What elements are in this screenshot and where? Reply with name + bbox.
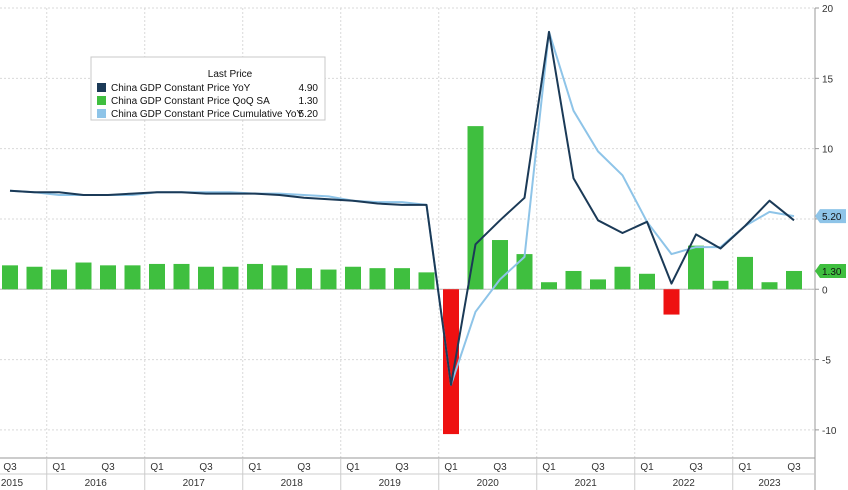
bar	[443, 289, 459, 435]
y-tick-label: 20	[822, 4, 834, 15]
legend-title: Last Price	[208, 69, 253, 80]
bar	[124, 265, 141, 290]
x-quarter-label: Q1	[52, 462, 66, 473]
x-quarter-label: Q1	[738, 462, 752, 473]
last-value-tag: 1.30	[815, 263, 846, 278]
x-quarter-label: Q3	[395, 462, 409, 473]
x-year-label: 2021	[575, 478, 598, 489]
bar	[467, 126, 484, 290]
x-quarter-label: Q1	[248, 462, 262, 473]
legend-entry-value: 4.90	[299, 83, 319, 94]
x-axis: Q3 Q1 Q3 Q1 Q3 Q1 Q3 Q1 Q3 Q1 Q3 Q1 Q3 Q1 Q3 Q1 Q3 2015 20…	[0, 457, 815, 490]
x-year-label: 2019	[379, 478, 402, 489]
x-quarter-label: Q3	[591, 462, 605, 473]
bar	[320, 269, 337, 290]
bar	[492, 240, 508, 290]
x-quarter-label: Q1	[542, 462, 556, 473]
legend-box	[90, 56, 326, 121]
legend: Last Price China GDP Constant Price YoY 4…	[90, 56, 326, 121]
x-quarter-label: Q3	[493, 462, 507, 473]
bar	[296, 268, 312, 290]
x-quarter-label: Q1	[640, 462, 654, 473]
x-quarter-label: Q3	[199, 462, 213, 473]
tag-label: 1.30	[822, 267, 842, 278]
bar	[75, 262, 92, 290]
bar	[222, 266, 239, 290]
y-tick-label: 15	[822, 74, 834, 85]
x-quarter-label: Q3	[689, 462, 703, 473]
bar	[394, 268, 410, 290]
y-tick-label: 10	[822, 145, 834, 156]
bar	[663, 289, 680, 315]
bar	[100, 265, 116, 290]
y-tick-label: -5	[822, 356, 831, 367]
bar	[149, 263, 165, 290]
bar	[565, 270, 582, 290]
bar	[737, 256, 753, 290]
x-quarter-label: Q1	[150, 462, 164, 473]
bar	[271, 265, 288, 290]
x-year-label: 2018	[281, 478, 304, 489]
legend-entry: China GDP Constant Price Cumulative YoY5…	[97, 109, 318, 120]
legend-entry: China GDP Constant Price QoQ SA 1.30	[97, 96, 318, 107]
x-year-label: 2022	[673, 478, 696, 489]
legend-entry-name: China GDP Constant Price YoY	[111, 83, 251, 94]
bar	[786, 270, 802, 290]
bar	[761, 282, 778, 290]
bar	[712, 280, 729, 290]
bar	[688, 245, 704, 290]
legend-entry-value: 1.30	[299, 96, 319, 107]
bar	[541, 282, 557, 290]
x-year-label: 2016	[85, 478, 108, 489]
bar	[614, 266, 631, 290]
legend-entry-name: China GDP Constant Price Cumulative YoY	[111, 109, 303, 120]
tag-label: 5.20	[822, 212, 842, 223]
bar	[418, 272, 435, 290]
legend-swatch	[97, 96, 106, 105]
legend-entry: China GDP Constant Price YoY 4.90	[97, 83, 318, 94]
bar	[369, 268, 386, 290]
bar	[247, 263, 263, 290]
grid-lines	[0, 7, 816, 490]
bar-series	[2, 126, 802, 435]
x-year-label: 2017	[183, 478, 206, 489]
bar	[590, 279, 606, 290]
legend-swatch	[97, 83, 106, 92]
y-tick-label: -10	[822, 426, 837, 437]
bar	[345, 266, 361, 290]
x-quarter-label: Q3	[297, 462, 311, 473]
bar	[51, 269, 67, 290]
x-year-label: 2020	[477, 478, 500, 489]
bar	[26, 266, 43, 290]
last-value-tags: 5.20 1.30	[815, 209, 846, 278]
bar	[198, 266, 214, 290]
bar	[516, 254, 533, 290]
x-year-label: 2023	[758, 478, 781, 489]
x-year-label: 2015	[1, 478, 24, 489]
legend-entry-name: China GDP Constant Price QoQ SA	[111, 96, 270, 107]
tag-shape	[815, 209, 846, 224]
tag-shape	[815, 263, 846, 278]
x-quarter-label: Q1	[346, 462, 360, 473]
x-quarter-label: Q3	[3, 462, 17, 473]
legend-entry-value: 5.20	[299, 109, 319, 120]
last-value-tag: 5.20	[815, 209, 846, 224]
x-quarter-label: Q3	[787, 462, 801, 473]
legend-swatch	[97, 109, 106, 118]
y-tick-label: 0	[822, 285, 828, 296]
line-series	[9, 30, 795, 386]
bar	[173, 263, 190, 290]
series-line	[9, 30, 795, 386]
x-quarter-label: Q3	[101, 462, 115, 473]
bar	[639, 273, 655, 290]
x-quarter-label: Q1	[444, 462, 458, 473]
bar	[2, 265, 18, 290]
